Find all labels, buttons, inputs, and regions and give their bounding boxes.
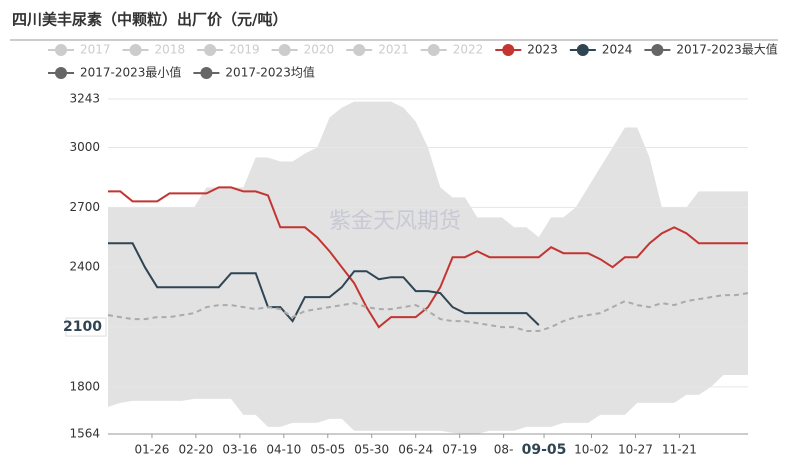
x-tick-label: 05-30: [354, 443, 389, 457]
legend-swatch: [129, 44, 142, 56]
legend-label: 2017: [80, 43, 111, 57]
legend-label: 2017-2023均值: [225, 65, 314, 80]
legend-item[interactable]: 2022: [420, 43, 484, 57]
legend-label: 2019: [229, 43, 260, 57]
x-tick-label: 09-05: [522, 442, 567, 458]
y-tick-label: 1564: [69, 427, 100, 441]
legend-label: 2020: [304, 43, 335, 57]
legend-item[interactable]: 2018: [122, 43, 186, 57]
y-tick-label: 3000: [69, 140, 100, 154]
legend-swatch: [278, 44, 291, 56]
y-tick-label: 3243: [69, 92, 100, 106]
legend-item[interactable]: 2020: [271, 43, 335, 57]
x-tick-label: 05-05: [310, 443, 345, 457]
legend-label: 2017-2023最大值: [676, 42, 777, 57]
legend-swatch: [204, 44, 217, 56]
y-tick-label: 2700: [69, 200, 100, 214]
legend-swatch: [502, 44, 515, 56]
legend-label: 2018: [155, 43, 186, 57]
legend-label: 2017-2023最小值: [80, 65, 181, 80]
legend-item[interactable]: 2017-2023最大值: [644, 42, 778, 57]
series-line: [108, 186, 748, 329]
legend-label: 2022: [453, 43, 484, 57]
legend-label: 2024: [602, 43, 633, 57]
legend-swatch: [353, 44, 366, 56]
legend-item[interactable]: 2017-2023均值: [193, 65, 315, 80]
legend: 2017 2018 2019 2020 2021 2022 2023 2024 2017-202…: [48, 42, 778, 80]
x-tick-label: 02-20: [178, 443, 213, 457]
pointer-label-box: [65, 317, 107, 337]
plot-area: 紫金天风期货 1564 1800 2100 2400 2700 3000 3243 01-26 0…: [63, 92, 749, 458]
legend-swatch: [651, 44, 664, 56]
y-tick-label: 2400: [69, 260, 100, 274]
y-tick-label: 2100: [63, 319, 102, 335]
legend-label: 2021: [378, 43, 409, 57]
y-tick-label: 1800: [69, 379, 100, 393]
legend-item[interactable]: 2019: [197, 43, 260, 57]
x-tick-label: 03-16: [222, 443, 257, 457]
x-tick-label: 11-21: [662, 443, 697, 457]
legend-swatch: [200, 67, 213, 79]
legend-item[interactable]: 2017: [48, 43, 111, 57]
legend-item[interactable]: 2024: [569, 43, 633, 57]
legend-item[interactable]: 2021: [346, 43, 409, 57]
chart-title: 四川美丰尿素（中颗粒）出厂价（元/吨）: [12, 11, 287, 29]
legend-item[interactable]: 2017-2023最小值: [48, 65, 181, 80]
legend-swatch: [576, 44, 589, 56]
x-tick-label: 10-27: [618, 443, 653, 457]
series-line: [108, 242, 540, 326]
legend-swatch: [427, 44, 440, 56]
legend-swatch: [55, 44, 67, 56]
legend-label: 2023: [527, 43, 558, 57]
watermark: 紫金天风期货: [329, 209, 461, 234]
range-band: [108, 101, 748, 434]
legend-item[interactable]: 2023: [495, 43, 558, 57]
x-tick-label: 06-24: [398, 443, 433, 457]
x-tick-label: 07-19: [442, 443, 477, 457]
x-tick-label: 10-02: [574, 443, 609, 457]
x-tick-label: 01-26: [135, 443, 170, 457]
legend-swatch: [55, 67, 67, 79]
x-tick-label: 04-10: [266, 443, 301, 457]
x-tick-label: 08-: [494, 443, 514, 457]
series-line: [107, 292, 749, 332]
